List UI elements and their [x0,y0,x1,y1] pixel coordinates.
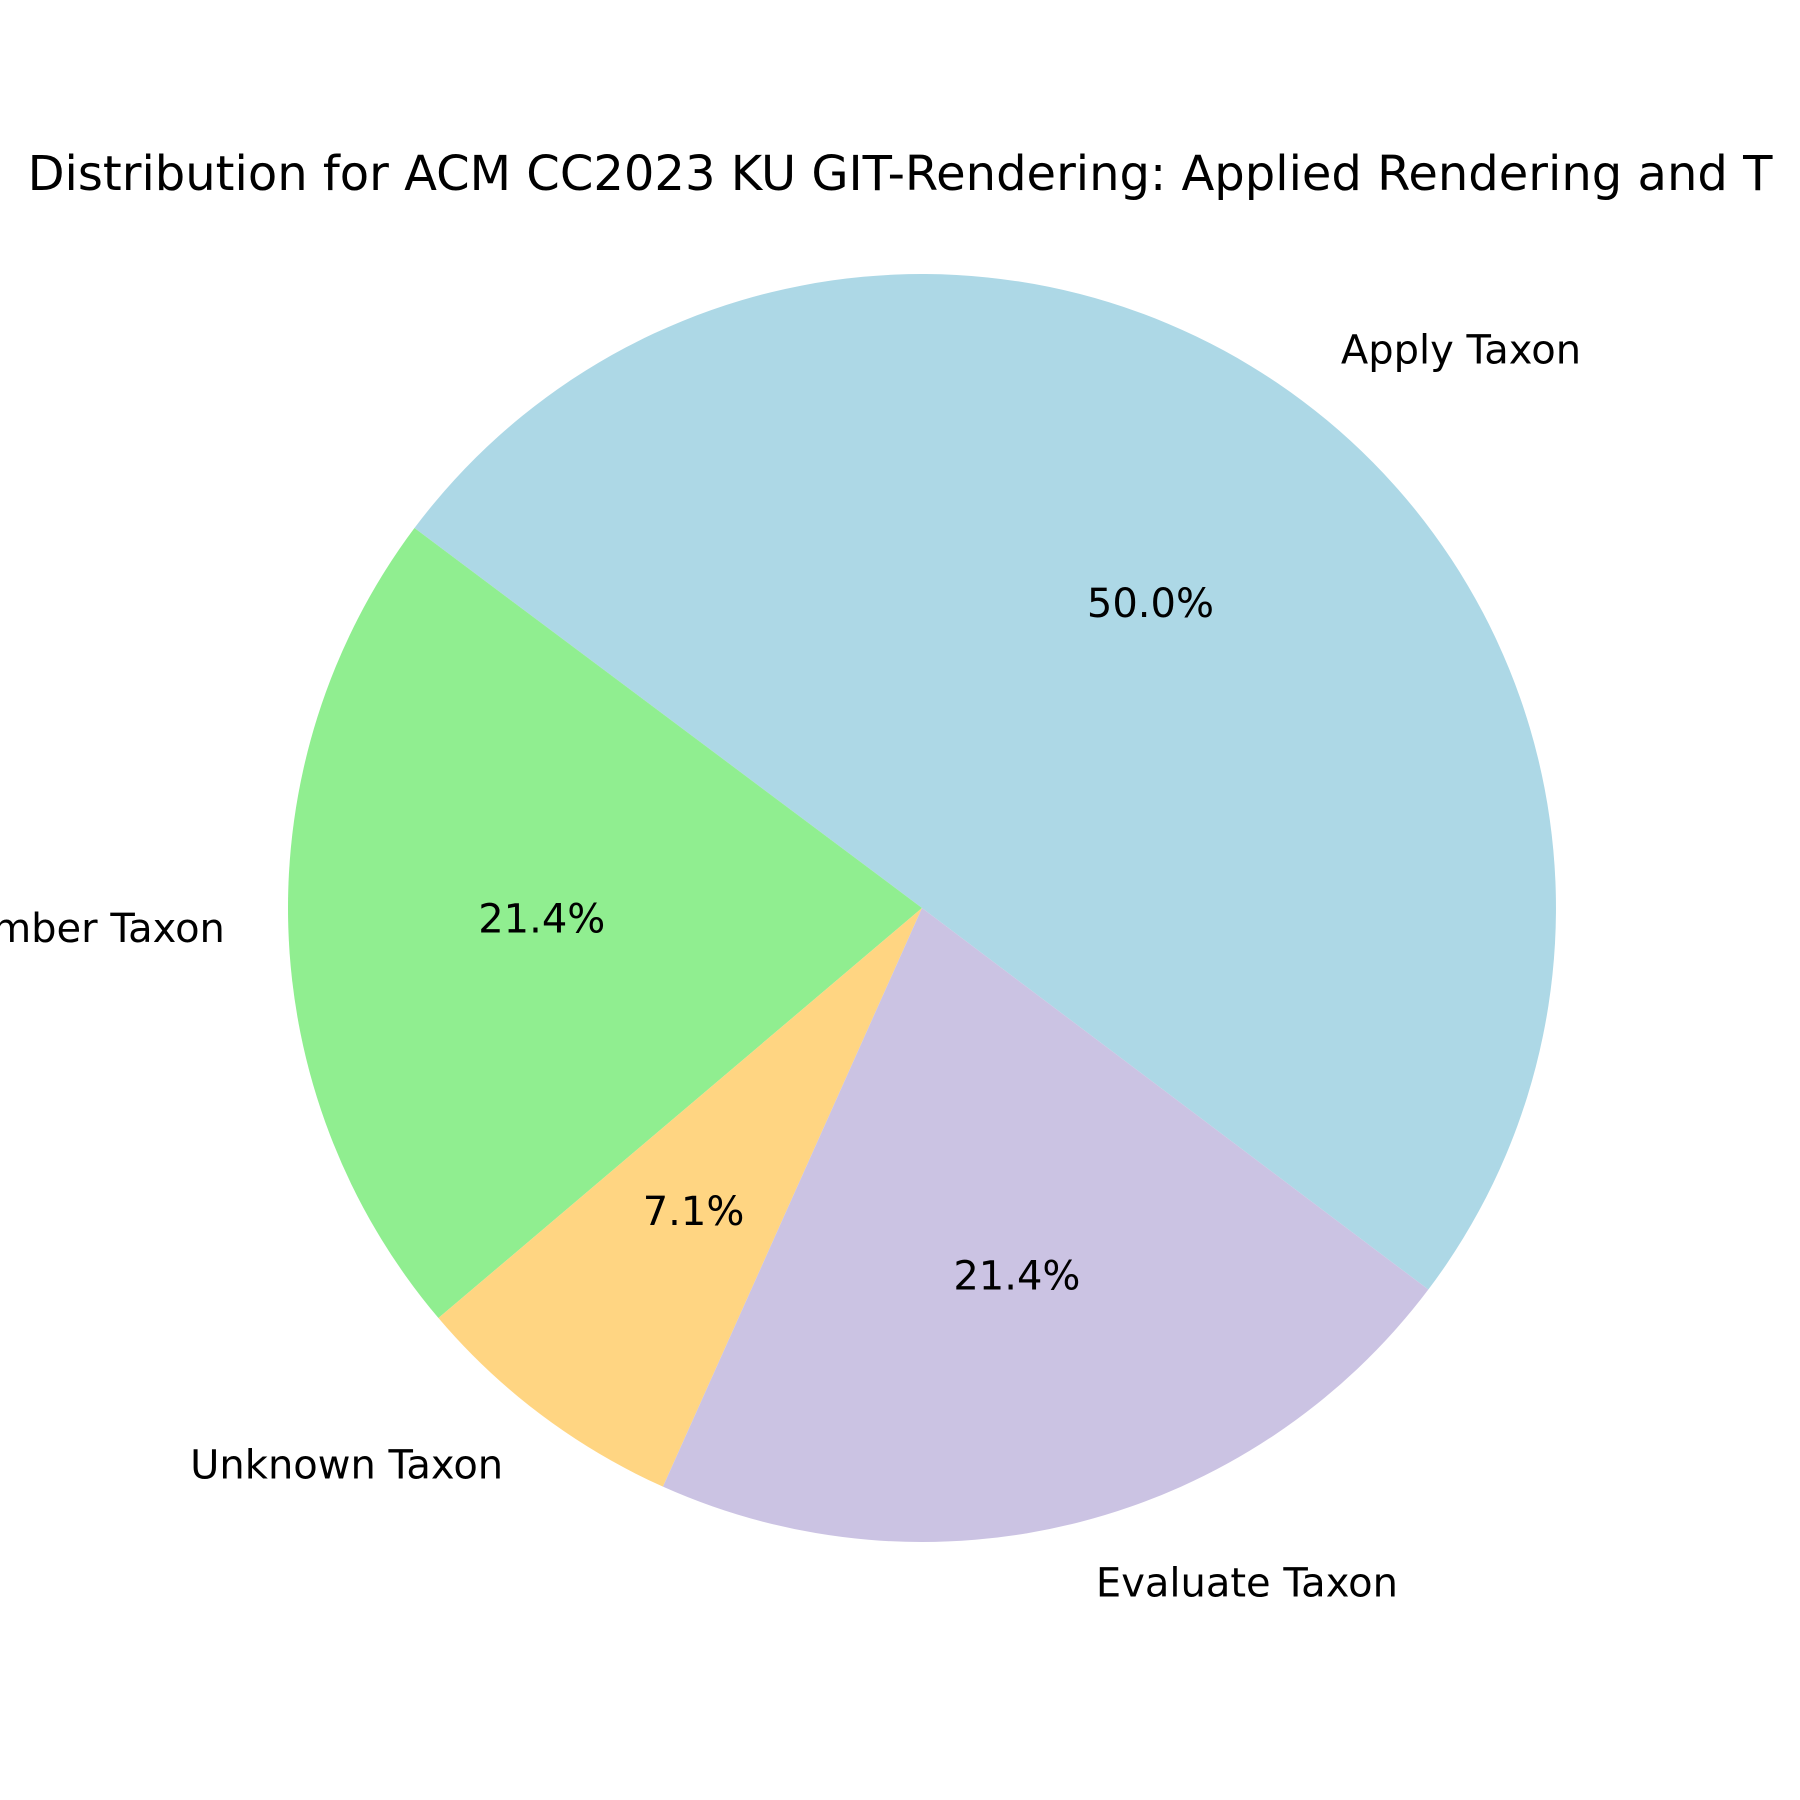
pct-label-remember-taxon: 21.4% [478,897,605,943]
chart-title: Distribution for ACM CC2023 KU GIT-Rende… [28,146,1774,202]
slice-label-remember-taxon: Remember Taxon [0,906,225,952]
pie-slices [288,274,1556,1542]
pct-label-apply-taxon: 50.0% [1087,581,1214,627]
pie-slice-apply-taxon [414,274,1556,1290]
pct-label-evaluate-taxon: 21.4% [953,1253,1080,1299]
slice-label-apply-taxon: Apply Taxon [1341,327,1581,373]
pie-slice-evaluate-taxon [662,908,1429,1542]
slice-label-evaluate-taxon: Evaluate Taxon [1096,1560,1398,1606]
pie-slice-unknown-taxon [438,908,922,1487]
pie-slice-remember-taxon [288,528,922,1319]
pct-label-unknown-taxon: 7.1% [643,1189,745,1235]
slice-label-unknown-taxon: Unknown Taxon [190,1443,503,1489]
pie-labels: Apply Taxon 50.0% Remember Taxon 21.4% Unkno… [0,327,1581,1606]
